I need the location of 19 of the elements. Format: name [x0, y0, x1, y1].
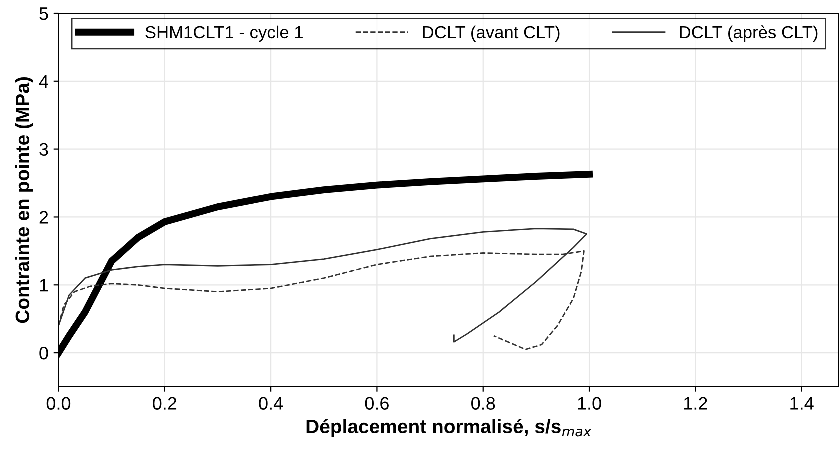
y-tick-label: 2: [40, 211, 48, 224]
y-tick-label: 4: [39, 76, 48, 88]
x-tick-label: 0.2: [153, 397, 177, 410]
x-tick-label: 1.4: [790, 397, 814, 410]
y-tick-label: 0: [40, 346, 48, 360]
legend-label: SHM1CLT1 - cycle 1: [146, 26, 303, 42]
x-tick-label: 0.6: [365, 397, 389, 410]
y-axis-title: Contrainte en pointe (MPa): [15, 78, 34, 324]
legend-label: DCLT (après CLT): [680, 26, 818, 42]
y-tick-label: 1: [40, 279, 48, 292]
x-axis-title: Déplacement normalisé, s/s$_{max}$: [306, 419, 592, 438]
x-tick-label: 0.0: [46, 397, 71, 410]
x-tick-label: 0.4: [259, 397, 284, 410]
y-tick-label: 3: [40, 143, 48, 156]
x-tick-label: 0.8: [472, 397, 496, 410]
y-tick-label: 5: [40, 8, 48, 20]
legend-label: DCLT (avant CLT): [423, 26, 560, 42]
x-tick-label: 1.0: [578, 397, 602, 410]
x-tick-label: 1.2: [684, 397, 708, 410]
